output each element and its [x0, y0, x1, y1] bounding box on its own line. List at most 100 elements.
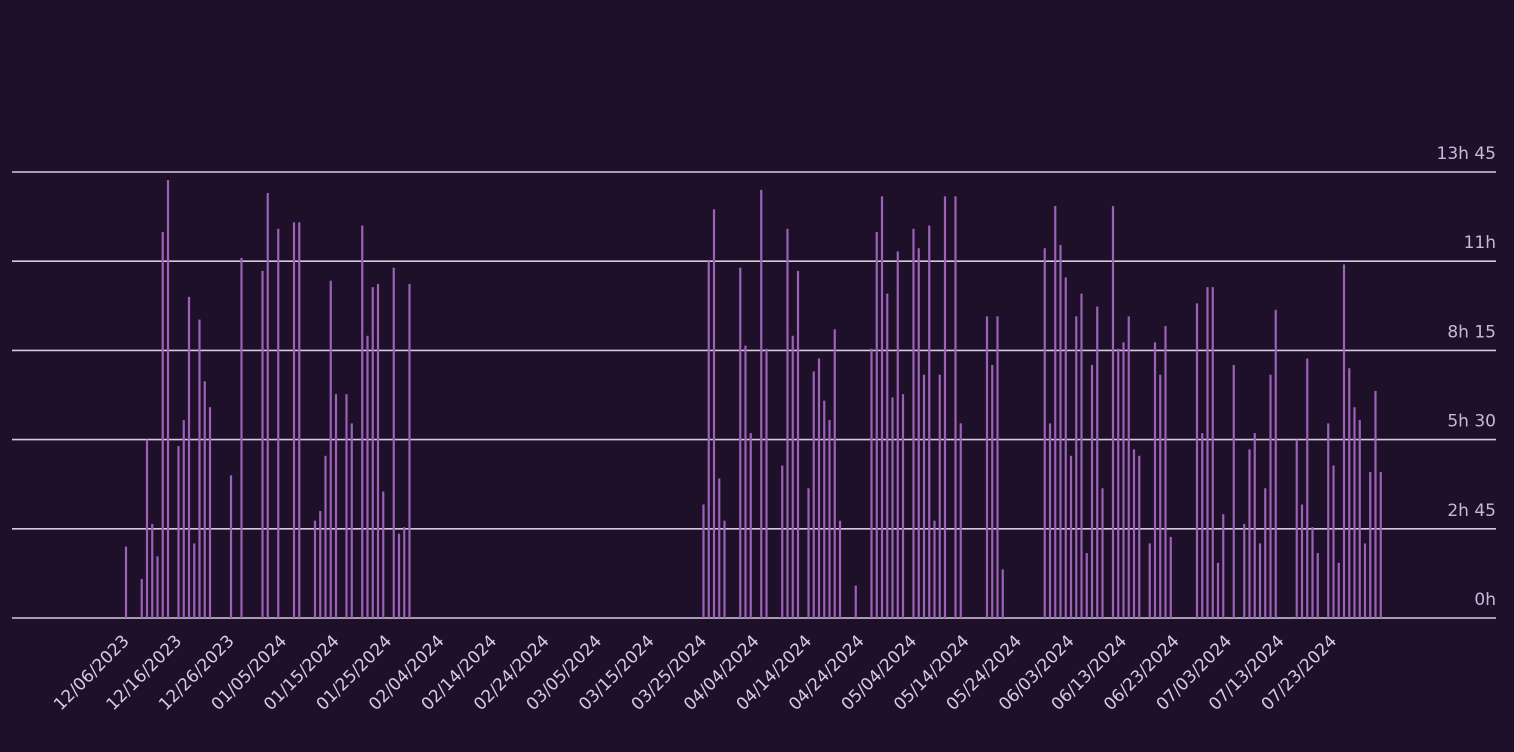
bar: [1306, 358, 1309, 618]
bar: [1117, 348, 1120, 618]
bar: [1090, 364, 1094, 618]
bar: [1206, 287, 1209, 618]
bar: [886, 293, 889, 618]
bar: [1269, 374, 1272, 618]
bar: [345, 394, 348, 618]
bar: [403, 527, 406, 618]
bar: [266, 193, 269, 619]
bar: [1363, 543, 1367, 618]
bar: [1122, 342, 1125, 618]
bar: [1111, 206, 1115, 619]
bar: [1159, 374, 1162, 618]
bar: [833, 329, 836, 618]
bar: [707, 261, 710, 618]
bar: [760, 189, 763, 618]
bar: [985, 316, 989, 618]
bar: [208, 407, 212, 618]
bar: [1358, 420, 1361, 618]
bar: [791, 335, 794, 618]
bar: [151, 523, 154, 618]
bar: [1274, 309, 1277, 618]
bar: [1164, 326, 1167, 618]
bar: [1127, 316, 1130, 618]
bar: [397, 533, 401, 618]
bar: [240, 257, 243, 618]
grid-lines: [12, 171, 1496, 619]
bars: [124, 180, 1382, 619]
bar: [187, 296, 191, 618]
bar: [408, 283, 411, 618]
bar: [917, 248, 920, 618]
bar: [1374, 390, 1377, 618]
bar: [996, 316, 999, 618]
bar: [1169, 536, 1172, 618]
bar: [838, 520, 842, 618]
bar: [198, 319, 201, 618]
bar: [1048, 423, 1052, 618]
bar: [261, 270, 264, 618]
bar: [292, 222, 296, 618]
y-tick-label: 5h 30: [1447, 412, 1496, 432]
bar: [392, 267, 395, 618]
bar: [954, 196, 957, 618]
bar: [928, 225, 931, 618]
bar: [277, 228, 280, 618]
bar: [1054, 206, 1057, 619]
bar: [1316, 553, 1319, 618]
y-axis-tick-labels: 0h 2h 45 5h 30 8h 15 11h 13h 45: [1437, 144, 1496, 610]
bar: [1353, 407, 1356, 618]
bar: [145, 439, 149, 618]
bar: [781, 465, 784, 618]
bar: [765, 348, 768, 618]
bar: [203, 381, 206, 618]
bar: [896, 251, 899, 618]
bar: [1211, 287, 1214, 618]
bar: [1332, 465, 1335, 618]
bar: [182, 420, 185, 618]
bar: [1264, 488, 1267, 618]
bar: [854, 585, 857, 618]
bar: [1201, 433, 1204, 618]
bar: [1342, 264, 1346, 618]
bar: [313, 520, 317, 618]
bar: [1379, 472, 1382, 618]
bar: [1148, 543, 1151, 618]
bar: [817, 358, 821, 618]
bar: [177, 446, 180, 618]
bar: [943, 196, 947, 618]
bar: [1311, 527, 1314, 618]
bar: [1253, 433, 1256, 618]
bar: [350, 423, 353, 618]
bar: [938, 374, 941, 618]
bar: [1153, 342, 1157, 618]
bar: [933, 520, 936, 618]
bar: [298, 222, 301, 618]
bar: [807, 488, 810, 618]
bar: [1059, 244, 1062, 618]
bar: [1243, 523, 1246, 618]
bar: [744, 345, 747, 618]
bar: [140, 579, 143, 618]
bar: [361, 225, 364, 618]
bar: [1300, 504, 1304, 618]
bar: [1080, 293, 1083, 618]
bar: [1138, 455, 1141, 618]
bar: [901, 394, 905, 618]
bar: [749, 433, 752, 618]
bar: [959, 423, 962, 618]
bar: [329, 280, 332, 618]
bar: [891, 397, 894, 618]
bar: [1001, 569, 1004, 618]
bar: [193, 543, 196, 618]
bar: [922, 374, 926, 618]
y-tick-label: 8h 15: [1447, 322, 1496, 342]
bar: [229, 475, 233, 618]
bar: [1085, 553, 1088, 618]
bar: [1295, 439, 1298, 618]
bar: [371, 287, 374, 618]
bar: [823, 400, 826, 618]
bar: [166, 180, 170, 619]
bar: [786, 228, 789, 618]
bar: [1132, 449, 1136, 618]
